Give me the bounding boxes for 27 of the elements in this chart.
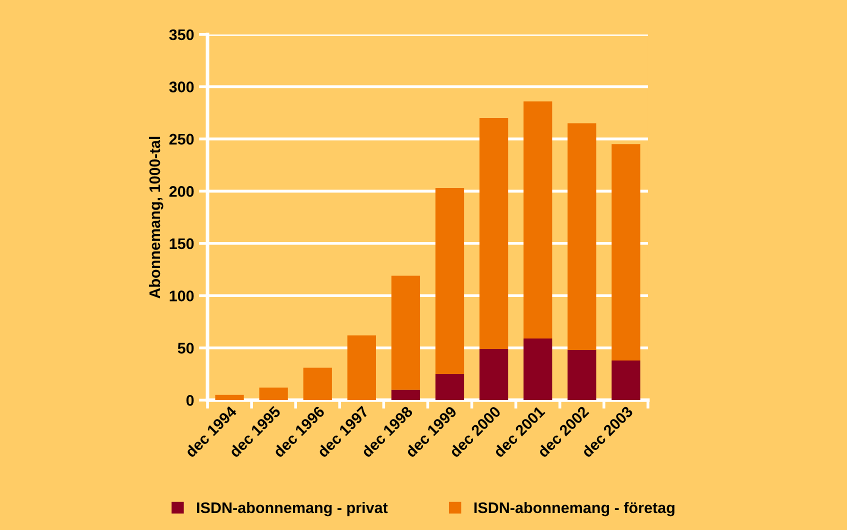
y-tick-label: 100 [170, 290, 194, 302]
y-tick-label: 350 [169, 29, 194, 40]
y-tick-label: 0 [186, 395, 194, 406]
y-tick-label: 150 [170, 238, 194, 250]
bar [479, 348, 508, 400]
bar [524, 101, 552, 339]
bar [435, 374, 464, 400]
y-tick-label: 200 [169, 186, 194, 197]
y-tick-label: 250 [169, 134, 194, 145]
y-tick-label: 50 [178, 342, 194, 354]
bar [303, 368, 332, 400]
bar [612, 360, 640, 400]
bar [391, 390, 420, 400]
bar [612, 144, 640, 360]
bar [568, 123, 596, 350]
y-tick-label: 300 [169, 82, 194, 92]
bar [215, 394, 244, 400]
y-axis-title: Abonnemang, 1000-tal [148, 136, 164, 298]
legend-label: ISDN-abonnemang - företag [474, 502, 674, 516]
bar [347, 335, 376, 400]
legend-label: ISDN-abonnemang - privat [197, 502, 388, 516]
bar [391, 276, 420, 390]
bar [479, 118, 508, 349]
bar [259, 388, 288, 400]
bar [435, 188, 464, 374]
bar [568, 350, 596, 400]
bar [524, 338, 552, 400]
